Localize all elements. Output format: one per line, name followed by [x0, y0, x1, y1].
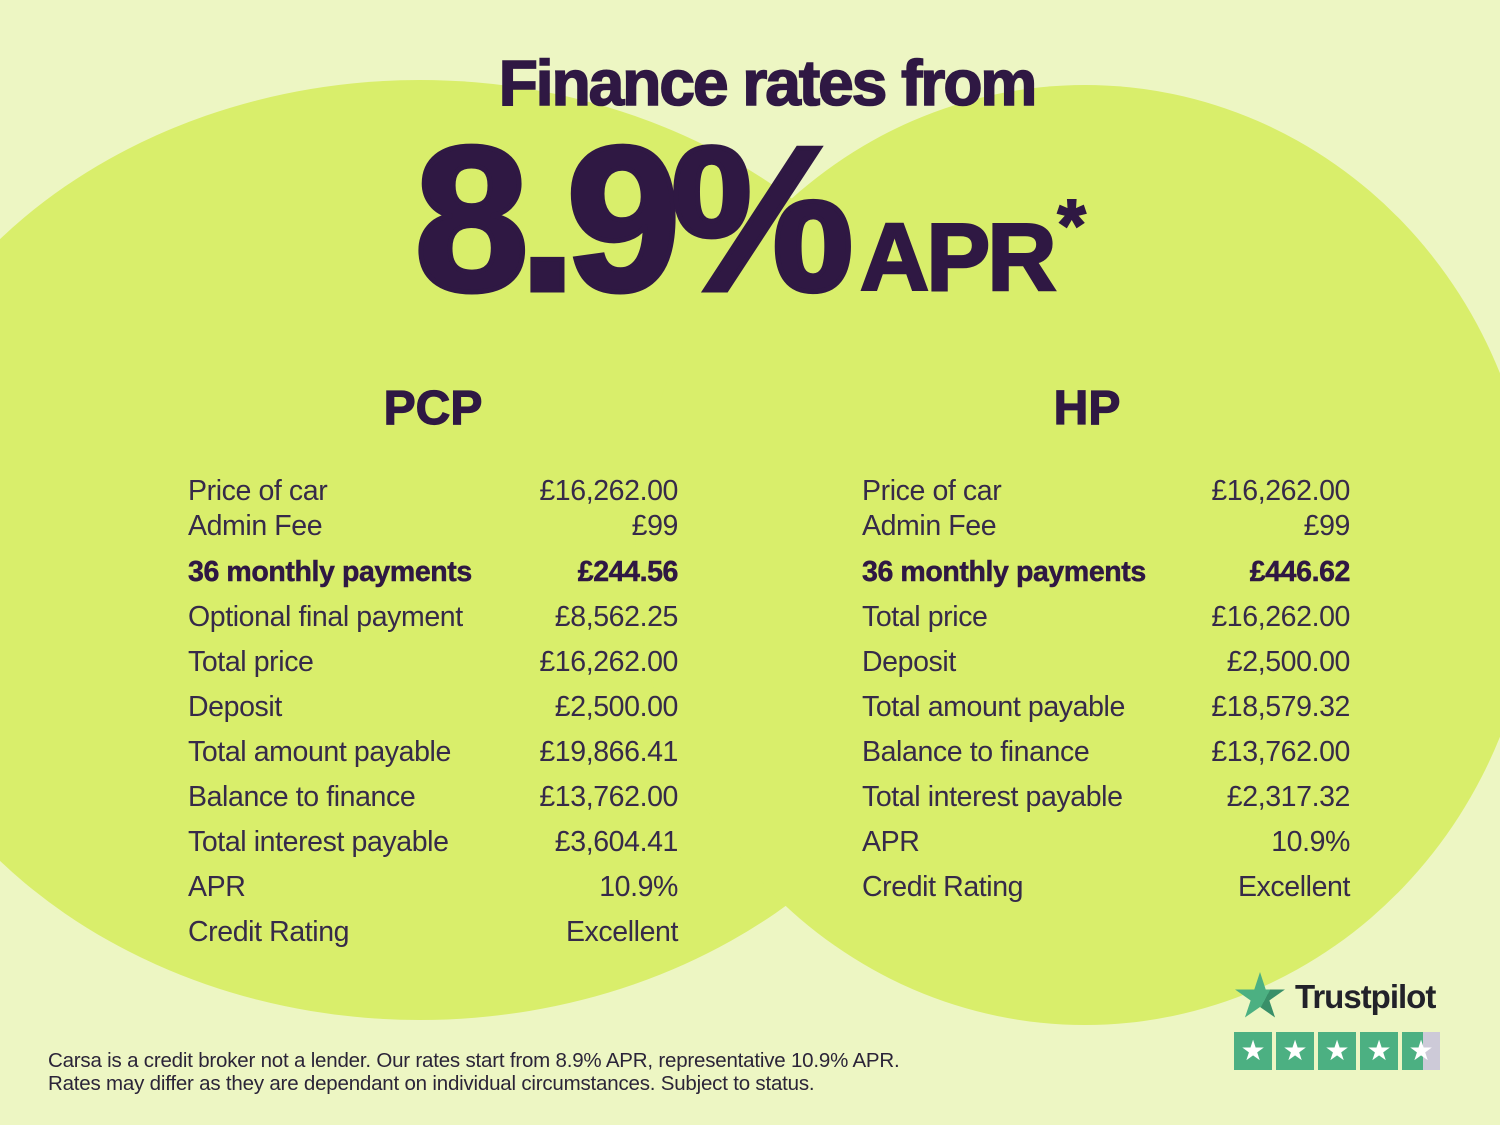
row-label: Total amount payable — [862, 691, 1125, 723]
row-value: Excellent — [565, 916, 678, 948]
row-label: Balance to finance — [188, 781, 416, 813]
row-label: Balance to finance — [862, 736, 1090, 768]
row-value: £16,262.00 — [1211, 475, 1350, 507]
row-value: 10.9% — [1271, 826, 1350, 858]
table-row: Credit Rating Excellent — [188, 910, 678, 955]
disclaimer-line-1: Carsa is a credit broker not a lender. O… — [48, 1048, 900, 1072]
row-label: Deposit — [862, 646, 956, 678]
row-value: 10.9% — [599, 871, 678, 903]
row-value: £2,500.00 — [1226, 646, 1351, 678]
star-icon: ★ — [1366, 1035, 1392, 1066]
row-label: 36 monthly payments — [862, 556, 1147, 589]
table-row: Balance to finance £13,762.00 — [188, 775, 678, 820]
row-value: £244.56 — [577, 556, 679, 589]
row-label: APR — [188, 871, 246, 903]
row-value: £19,866.41 — [539, 736, 678, 768]
table-row: Total amount payable £18,579.32 — [862, 685, 1350, 730]
row-label: Price of car — [862, 475, 1002, 507]
table-row: Deposit £2,500.00 — [188, 685, 678, 730]
row-label: APR — [862, 826, 920, 858]
row-label: Price of car — [188, 475, 328, 507]
table-row: Total interest payable £2,317.32 — [862, 775, 1350, 820]
headline-asterisk: * — [1057, 186, 1087, 266]
table-row: Optional final payment £8,562.25 — [188, 595, 678, 640]
row-label: Total price — [862, 601, 988, 633]
row-value: £2,317.32 — [1226, 781, 1351, 813]
trustpilot-badge: Trustpilot ★ ★ ★ ★ ★ — [1234, 972, 1440, 1070]
row-label: Credit Rating — [188, 916, 350, 948]
table-row: APR 10.9% — [188, 865, 678, 910]
star-icon: ★ — [1282, 1035, 1308, 1066]
star-icon: ★ — [1324, 1035, 1350, 1066]
row-label: Optional final payment — [188, 601, 463, 633]
headline-rate: 8.9% — [412, 104, 857, 334]
trustpilot-rating: ★ ★ ★ ★ ★ — [1234, 1032, 1440, 1070]
table-row: Price of car £16,262.00 — [188, 474, 678, 509]
row-value: £99 — [1303, 510, 1351, 542]
star-icon: ★ — [1408, 1035, 1434, 1066]
table-row: Admin Fee £99 — [188, 509, 678, 544]
finance-column-pcp: PCP Price of car £16,262.00 Admin Fee £99 … — [188, 381, 679, 955]
row-label: Total price — [188, 646, 314, 678]
pcp-table: Price of car £16,262.00 Admin Fee £99 36 m… — [188, 474, 679, 955]
background-circle-right — [635, 85, 1500, 1025]
row-value: £16,262.00 — [539, 475, 678, 507]
table-row: Total price £16,262.00 — [862, 595, 1350, 640]
row-value: £16,262.00 — [1211, 601, 1350, 633]
headline-apr-label: APR — [859, 204, 1058, 311]
row-value: £2,500.00 — [554, 691, 679, 723]
row-value: £13,762.00 — [539, 781, 678, 813]
disclaimer-text: Carsa is a credit broker not a lender. O… — [48, 1049, 900, 1096]
page-title: Finance rates from — [498, 46, 1038, 120]
table-row: Price of car £16,262.00 — [862, 474, 1350, 509]
table-row: 36 monthly payments £244.56 — [188, 550, 679, 595]
table-row: Admin Fee £99 — [862, 509, 1350, 544]
hp-table: Price of car £16,262.00 Admin Fee £99 36 m… — [862, 474, 1351, 910]
row-label: Deposit — [188, 691, 282, 723]
row-value: Excellent — [1237, 871, 1350, 903]
rating-star-box: ★ — [1360, 1032, 1398, 1070]
row-label: Admin Fee — [862, 510, 997, 542]
table-row: Total interest payable £3,604.41 — [188, 820, 678, 865]
headline: 8.9% APR* — [0, 114, 1500, 325]
rating-star-box: ★ — [1276, 1032, 1314, 1070]
disclaimer-line-2: Rates may differ as they are dependant o… — [48, 1072, 815, 1095]
row-label: Admin Fee — [188, 510, 323, 542]
table-row: Balance to finance £13,762.00 — [862, 730, 1350, 775]
table-row: APR 10.9% — [862, 820, 1350, 865]
column-title-pcp: PCP — [383, 381, 483, 435]
row-value: £16,262.00 — [539, 646, 678, 678]
row-value: £13,762.00 — [1211, 736, 1350, 768]
star-icon: ★ — [1240, 1035, 1266, 1066]
row-value: £446.62 — [1249, 556, 1351, 589]
table-row: Deposit £2,500.00 — [862, 640, 1350, 685]
table-row: Total amount payable £19,866.41 — [188, 730, 678, 775]
row-label: Total interest payable — [862, 781, 1123, 813]
table-row: Total price £16,262.00 — [188, 640, 678, 685]
trustpilot-logo: Trustpilot — [1234, 972, 1440, 1022]
table-row: Credit Rating Excellent — [862, 865, 1350, 910]
trustpilot-wordmark: Trustpilot — [1295, 978, 1436, 1015]
column-title-hp: HP — [1053, 381, 1121, 435]
row-value: £3,604.41 — [554, 826, 679, 858]
table-row: 36 monthly payments £446.62 — [862, 550, 1351, 595]
row-value: £8,562.25 — [554, 601, 679, 633]
row-value: £99 — [631, 510, 679, 542]
rating-star-box: ★ — [1318, 1032, 1356, 1070]
rating-star-box-half: ★ — [1402, 1032, 1440, 1070]
row-label: Credit Rating — [862, 871, 1024, 903]
row-label: Total interest payable — [188, 826, 449, 858]
row-value: £18,579.32 — [1211, 691, 1350, 723]
row-label: Total amount payable — [188, 736, 451, 768]
finance-column-hp: HP Price of car £16,262.00 Admin Fee £99 3… — [862, 381, 1351, 910]
rating-star-box: ★ — [1234, 1032, 1272, 1070]
trustpilot-star-icon — [1235, 972, 1285, 1018]
row-label: 36 monthly payments — [188, 556, 473, 589]
